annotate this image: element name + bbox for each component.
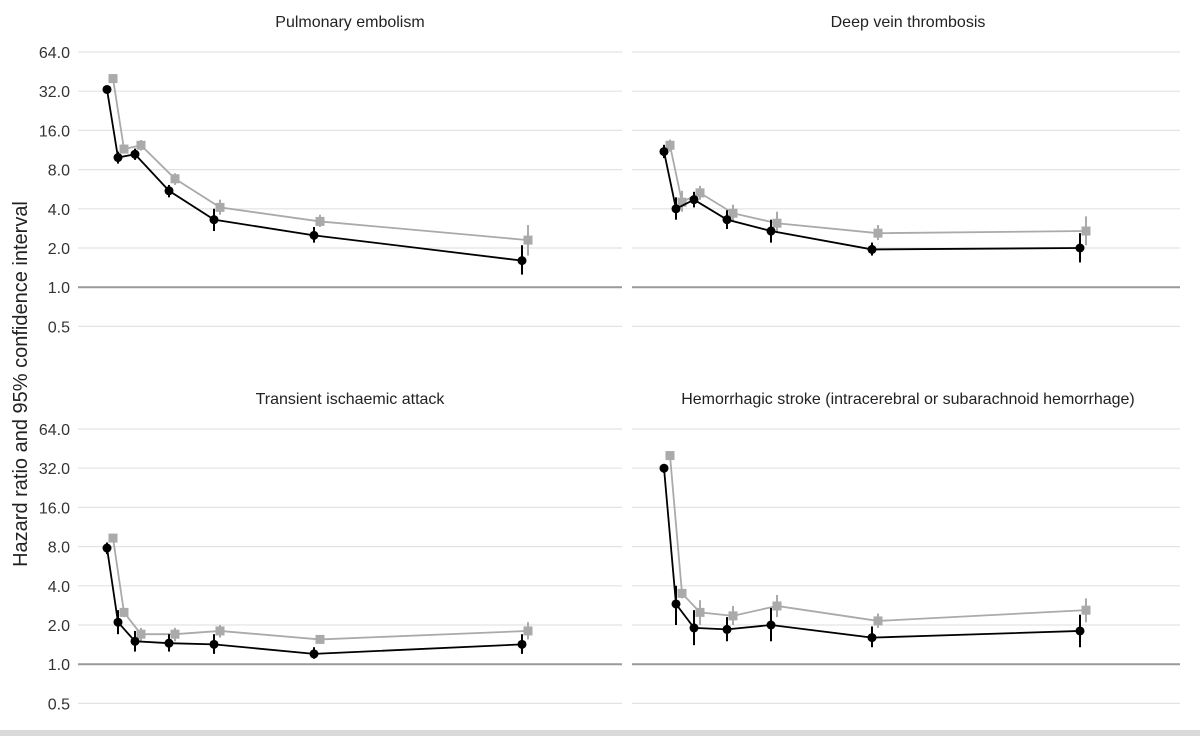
y-tick-label: 32.0 [39,461,70,478]
panel-title: Hemorrhagic stroke (intracerebral or sub… [681,391,1135,408]
y-tick-label: 16.0 [39,500,70,517]
data-point [722,624,732,634]
data-point [164,638,174,648]
series-a [102,84,527,275]
data-point [665,451,675,461]
data-point [523,626,533,636]
data-point [113,153,123,163]
data-point [315,216,325,226]
data-point [170,174,180,184]
data-point [772,601,782,611]
y-tick-label: 2.0 [48,241,70,258]
series-line [112,537,529,641]
data-point [1081,226,1091,236]
data-point [1075,626,1085,636]
data-point [1081,605,1091,615]
data-point [671,204,681,214]
y-tick-label: 1.0 [48,657,70,674]
data-point [677,197,687,207]
y-tick-label: 8.0 [48,540,70,557]
y-tick-label: 64.0 [39,45,70,62]
bottom-rule [0,730,1200,736]
data-point [867,633,877,643]
data-point [108,533,118,543]
y-tick-label: 64.0 [39,422,70,439]
series-a [102,542,527,659]
series-b [108,74,533,256]
data-point [766,226,776,236]
y-tick-label: 4.0 [48,202,70,219]
data-point [209,639,219,649]
data-point [873,616,883,626]
panel-title: Pulmonary embolism [275,14,424,31]
data-point [113,617,123,627]
data-point [665,140,675,150]
data-point [867,244,877,254]
data-point [772,218,782,228]
series-b [108,533,533,644]
data-point [873,228,883,238]
y-axis-label: Hazard ratio and 95% confidence interval [10,201,32,567]
data-point [170,629,180,639]
data-point [215,626,225,636]
data-point [102,84,112,94]
panel-2: Deep vein thrombosis [632,14,1180,327]
data-point [119,607,129,617]
data-point [315,634,325,644]
data-point [309,649,319,659]
data-point [689,195,699,205]
panel-1: 64.0 32.0 16.0 8.0 4.0 2.0 1.0 0.5 Pulmonary emb… [39,14,622,336]
data-point [671,599,681,609]
panel-3: 64.0 32.0 16.0 8.0 4.0 2.0 1.0 0.5 Transient isc… [39,391,622,713]
data-point [215,202,225,212]
series-a [659,144,1085,263]
data-point [695,607,705,617]
data-point [659,147,669,157]
y-tick-label: 2.0 [48,618,70,635]
data-point [766,620,776,630]
data-point [722,215,732,225]
y-tick-label: 32.0 [39,84,70,101]
data-point [136,629,146,639]
data-point [102,543,112,553]
data-point [108,74,118,84]
data-point [130,636,140,646]
data-point [659,463,669,473]
y-tick-label: 0.5 [48,696,70,713]
series-line [669,455,1087,622]
data-point [695,188,705,198]
y-tick-label: 4.0 [48,579,70,596]
panel-title: Deep vein thrombosis [831,14,986,31]
data-point [517,256,527,266]
series-a [659,463,1085,648]
data-point [164,186,174,196]
data-point [309,230,319,240]
panel-title: Transient ischaemic attack [256,391,446,408]
series-b [665,139,1091,246]
data-point [209,215,219,225]
data-point [523,235,533,245]
data-point [517,639,527,649]
data-point [728,208,738,218]
y-tick-label: 1.0 [48,280,70,297]
data-point [1075,243,1085,253]
data-point [119,144,129,154]
data-point [689,623,699,633]
y-tick-label: 0.5 [48,319,70,336]
y-tick-label: 8.0 [48,163,70,180]
data-point [728,611,738,621]
data-point [677,588,687,598]
y-tick-label: 16.0 [39,123,70,140]
data-point [130,149,140,159]
data-point [136,140,146,150]
series-line [663,468,1081,639]
panel-4: Hemorrhagic stroke (intracerebral or sub… [632,391,1180,705]
series-line [663,151,1081,251]
series-b [665,451,1091,628]
